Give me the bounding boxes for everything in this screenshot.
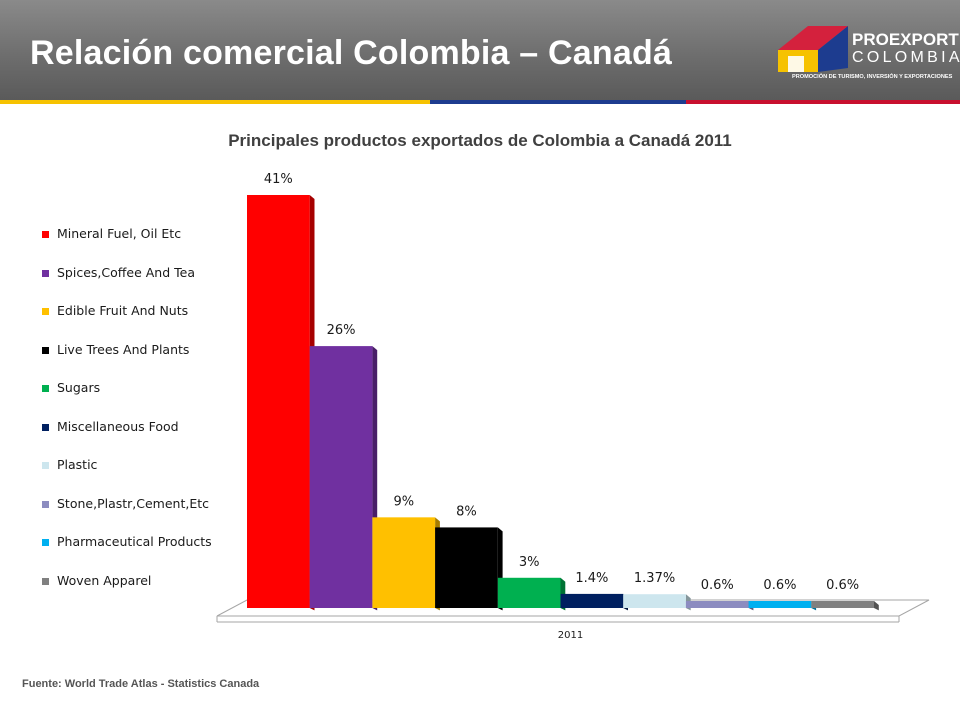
data-label-7: 1.37% [634, 571, 675, 586]
data-label-6: 1.4% [575, 571, 608, 586]
bar-front-3 [372, 517, 436, 608]
legend-label: Woven Apparel [57, 572, 152, 588]
legend-label: Spices,Coffee And Tea [57, 264, 195, 280]
data-label-4: 8% [456, 504, 477, 519]
bar-6 [560, 593, 628, 611]
stripe-red [686, 100, 960, 104]
legend-swatch [42, 423, 49, 431]
data-label-2: 26% [327, 323, 356, 338]
data-label-5: 3% [519, 555, 540, 570]
x-tick-label: 2011 [558, 630, 583, 641]
data-label-8: 0.6% [701, 578, 734, 593]
legend-swatch [42, 308, 49, 315]
data-label-10: 0.6% [826, 578, 859, 593]
legend-label: Live Trees And Plants [57, 341, 190, 357]
legend-swatch [42, 385, 49, 392]
bar-2 [309, 346, 378, 611]
legend-swatch [42, 346, 49, 354]
bar-3 [372, 517, 440, 611]
legend-swatch [42, 231, 49, 238]
bar-5 [497, 577, 566, 611]
data-label-9: 0.6% [763, 578, 796, 593]
bar-4 [435, 527, 503, 611]
bar-front-5 [497, 577, 561, 608]
legend-label: Stone,Plastr,Cement,Etc [57, 495, 210, 511]
legend-label: Mineral Fuel, Oil Etc [57, 226, 182, 241]
legend-label: Sugars [57, 380, 101, 395]
header-bar: Relación comercial Colombia – Canadá PRO… [0, 0, 960, 100]
logo-name-line2: COLOMBIA [852, 49, 960, 66]
legend-swatch [42, 269, 49, 277]
legend-swatch [42, 539, 49, 546]
data-label-1: 41% [264, 172, 293, 187]
proexport-logo: PROEXPORT COLOMBIA PROMOCIÓN DE TURISMO,… [770, 14, 960, 88]
bar-front-4 [435, 527, 498, 608]
stripe-yellow [0, 100, 430, 104]
legend-swatch [42, 462, 49, 469]
page-title: Relación comercial Colombia – Canadá [30, 34, 673, 72]
bar-front-9 [748, 601, 812, 608]
bar-front-8 [685, 601, 749, 608]
bar-front-10 [811, 601, 874, 608]
bar-front-2 [309, 346, 373, 608]
source-note: Fuente: World Trade Atlas - Statistics C… [22, 678, 260, 690]
bar-front-7 [623, 594, 686, 608]
legend-label: Pharmaceutical Products [57, 534, 212, 549]
legend-label: Plastic [57, 457, 98, 472]
legend-label: Edible Fruit And Nuts [57, 303, 189, 318]
bar-10 [811, 601, 879, 611]
stripe-blue [430, 100, 686, 104]
legend-swatch [42, 577, 49, 585]
header-color-stripe [0, 100, 960, 104]
bar-7 [623, 594, 691, 611]
data-label-3: 9% [393, 494, 414, 509]
bar-side-10 [874, 601, 879, 611]
bar-front-1 [247, 195, 310, 608]
legend-swatch [42, 500, 49, 508]
house-logo-icon [778, 26, 848, 72]
bar-1 [247, 195, 315, 611]
legend-label: Miscellaneous Food [57, 418, 179, 434]
bar-front-6 [560, 593, 624, 608]
logo-name-line1: PROEXPORT [852, 30, 959, 49]
chart-title: Principales productos exportados de Colo… [228, 131, 732, 150]
logo-tagline: PROMOCIÓN DE TURISMO, INVERSIÓN Y EXPORT… [792, 74, 953, 80]
